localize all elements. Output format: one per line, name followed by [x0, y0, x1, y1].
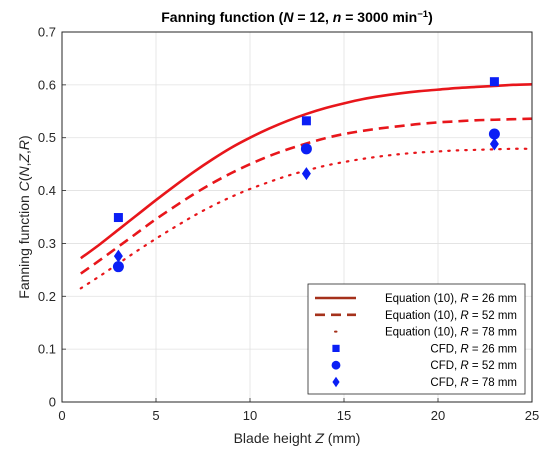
x-tick-label: 25	[525, 408, 539, 423]
legend-text-segment: = 26 mm	[469, 293, 517, 305]
legend-text-segment: = 78 mm	[469, 327, 517, 339]
cfd-circle-marker	[488, 128, 500, 140]
legend-text-segment: Equation (10),	[385, 310, 460, 322]
legend-text-segment: Equation (10),	[385, 293, 460, 305]
legend-text-segment: CFD,	[430, 343, 460, 355]
cfd-diamond-marker	[301, 167, 311, 181]
cfd-diamond-marker	[113, 249, 123, 263]
legend-box	[307, 283, 526, 395]
text-segment: ,	[16, 150, 32, 154]
legend-text-segment: Equation (10),	[385, 327, 460, 339]
legend-swatch-square	[332, 344, 340, 352]
chart-title: Fanning function (N = 12, n = 3000 min−1…	[161, 9, 433, 26]
legend-swatch-diamond	[332, 376, 340, 388]
x-tick-label: 20	[431, 408, 445, 423]
text-segment: Z	[314, 430, 324, 446]
x-tick-label: 5	[152, 408, 159, 423]
cfd-diamond-marker	[489, 137, 499, 151]
text-segment: ,	[16, 163, 32, 167]
legend-text-segment: R	[460, 343, 468, 355]
text-segment: )	[16, 135, 32, 140]
text-segment: C	[16, 180, 32, 191]
text-segment: N	[16, 166, 32, 177]
tick-layer: 0 5 10 15 20 25 0 0.1 0.2 0.3 0.4 0.5 0.6 0.7	[38, 25, 539, 424]
text-segment: −1	[417, 9, 429, 20]
y-axis-label: Fanning function C(N,Z,R)	[16, 135, 32, 298]
legend-entry-label: Equation (10), R = 78 mm	[385, 327, 517, 339]
legend-text-segment: R	[460, 360, 468, 372]
legend-text-segment: R	[460, 310, 468, 322]
cfd-square-marker	[301, 116, 311, 126]
series-layer	[79, 77, 534, 290]
cfd-square-marker	[489, 77, 499, 87]
plot-frame	[61, 31, 533, 403]
y-tick-label: 0.4	[38, 183, 56, 198]
text-segment: n	[333, 9, 342, 25]
text-segment: Z	[16, 154, 32, 164]
cfd-square-marker	[113, 213, 123, 223]
y-tick-label: 0.1	[38, 342, 56, 357]
y-tick-label: 0.3	[38, 236, 56, 251]
y-tick-label: 0.7	[38, 25, 56, 40]
series-line-solid	[80, 83, 533, 260]
x-tick-label: 10	[243, 408, 257, 423]
cfd-circle-marker	[300, 143, 312, 155]
y-tick-label: 0.5	[38, 130, 56, 145]
legend-text-segment: R	[460, 377, 468, 389]
text-segment: = 3000 min	[341, 9, 417, 25]
y-tick-label: 0	[49, 395, 56, 410]
text-segment: Fanning function	[16, 191, 32, 298]
y-tick-label: 0.2	[38, 289, 56, 304]
legend-entry-label: CFD, R = 78 mm	[430, 377, 517, 389]
x-tick-label: 0	[58, 408, 65, 423]
text-segment: Blade height	[234, 430, 316, 446]
cfd-circle-marker	[112, 261, 124, 273]
legend-text-segment: R	[460, 327, 468, 339]
legend-text-segment: = 52 mm	[469, 310, 517, 322]
legend-text-segment: = 26 mm	[469, 343, 517, 355]
text-segment: R	[16, 140, 32, 150]
text-segment: Fanning function (	[161, 9, 283, 25]
legend-entry-label: Equation (10), R = 52 mm	[385, 310, 517, 322]
legend-entry-label: CFD, R = 26 mm	[430, 343, 517, 355]
text-segment: N	[283, 9, 294, 25]
text-segment: )	[428, 9, 433, 25]
text-segment: (	[16, 176, 32, 181]
legend-text-segment: CFD,	[430, 360, 460, 372]
legend-entry-label: CFD, R = 52 mm	[430, 360, 517, 372]
text-segment: = 12,	[293, 9, 332, 25]
x-axis-label: Blade height Z (mm)	[234, 430, 361, 446]
legend-text-segment: = 78 mm	[469, 377, 517, 389]
x-tick-label: 15	[337, 408, 351, 423]
legend-entry-label: Equation (10), R = 26 mm	[385, 293, 517, 305]
legend-text-segment: R	[460, 293, 468, 305]
legend-swatch-circle	[331, 360, 341, 370]
legend-text-segment: = 52 mm	[469, 360, 517, 372]
y-tick-label: 0.6	[38, 77, 56, 92]
text-segment: (mm)	[324, 430, 361, 446]
legend-text-segment: CFD,	[430, 377, 460, 389]
